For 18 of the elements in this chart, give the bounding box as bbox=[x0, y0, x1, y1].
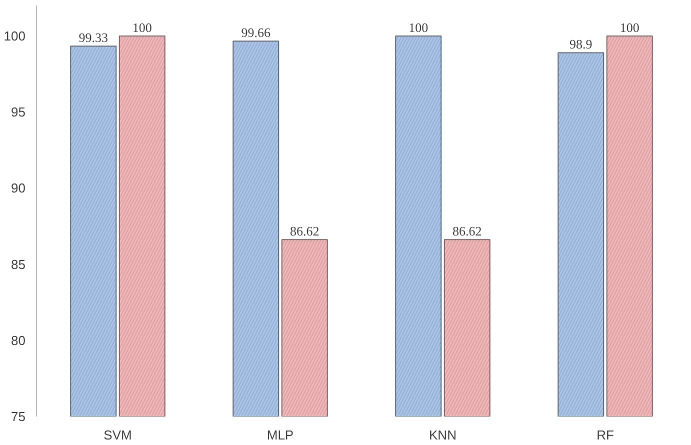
y-tick-label: 100 bbox=[4, 28, 26, 44]
y-tick-label: 85 bbox=[11, 256, 26, 272]
x-tick-label: MLP bbox=[266, 428, 294, 442]
data-label: 98.9 bbox=[570, 36, 592, 52]
y-tick-label: 75 bbox=[11, 409, 26, 424]
data-label: 99.33 bbox=[78, 30, 108, 46]
x-tick-label: KNN bbox=[429, 428, 456, 442]
y-tick-label: 95 bbox=[11, 104, 26, 120]
data-label: 99.66 bbox=[241, 25, 271, 40]
data-label: 100 bbox=[132, 20, 152, 35]
y-tick-label: 80 bbox=[11, 332, 26, 348]
x-tick-label: RF bbox=[596, 428, 614, 442]
x-tick-label: SVM bbox=[104, 428, 132, 442]
y-tick-label: 90 bbox=[11, 180, 26, 196]
data-label: 100 bbox=[408, 20, 428, 35]
data-label: 86.62 bbox=[290, 224, 320, 239]
data-label: 86.62 bbox=[452, 224, 482, 239]
data-label: 100 bbox=[620, 20, 640, 35]
